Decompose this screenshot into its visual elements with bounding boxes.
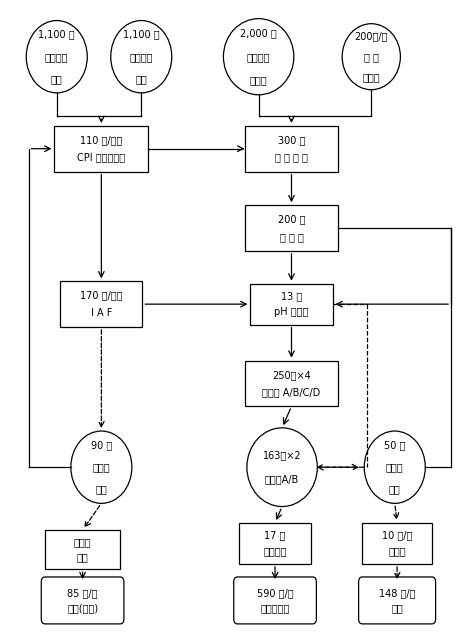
Text: 폐 수: 폐 수 <box>364 52 379 61</box>
Text: 200㎥/일: 200㎥/일 <box>354 31 388 41</box>
Text: 최종처리수: 최종처리수 <box>260 603 290 612</box>
Text: 590 ㎥/일: 590 ㎥/일 <box>257 588 294 598</box>
Text: 폐수탱크: 폐수탱크 <box>247 52 270 61</box>
Text: 110 ㎥/시간: 110 ㎥/시간 <box>80 135 123 145</box>
Text: CPI 오일분리기: CPI 오일분리기 <box>77 152 125 163</box>
Text: 유분: 유분 <box>51 74 63 84</box>
Text: 1,100 ㎥: 1,100 ㎥ <box>38 29 75 39</box>
Text: 농축조: 농축조 <box>93 462 110 472</box>
Text: 163㎥×2: 163㎥×2 <box>263 450 302 460</box>
Text: 처리수조: 처리수조 <box>263 546 287 556</box>
Text: 오니: 오니 <box>389 484 400 495</box>
Text: 스컴: 스컴 <box>76 552 88 562</box>
Text: 폐수탱크: 폐수탱크 <box>45 52 68 61</box>
Text: 50 ㎥: 50 ㎥ <box>384 440 406 450</box>
Text: 17 ㎥: 17 ㎥ <box>265 531 286 541</box>
Text: 13 ㎥: 13 ㎥ <box>281 291 302 301</box>
Text: 200 ㎥: 200 ㎥ <box>278 214 305 225</box>
Text: 170 ㎥/시간: 170 ㎥/시간 <box>80 291 123 300</box>
Text: 폐유(스컴): 폐유(스컴) <box>67 603 98 612</box>
Text: 유기성: 유기성 <box>362 72 380 82</box>
Text: 85 톤/년: 85 톤/년 <box>67 588 98 598</box>
Text: 90 ㎥: 90 ㎥ <box>91 440 112 450</box>
Text: 300 ㎥: 300 ㎥ <box>278 135 305 145</box>
Text: 유분: 유분 <box>135 74 147 84</box>
Text: 농축조: 농축조 <box>386 462 404 472</box>
Text: 스컴: 스컴 <box>95 484 107 495</box>
Text: 2,000 ㎥: 2,000 ㎥ <box>240 28 277 38</box>
Text: 전 균 등 조: 전 균 등 조 <box>275 152 308 163</box>
Text: pH 조정조: pH 조정조 <box>274 307 309 317</box>
Text: 탈수기: 탈수기 <box>388 546 406 556</box>
Text: 폐수탱크: 폐수탱크 <box>130 52 153 61</box>
Text: 오니: 오니 <box>391 603 403 612</box>
Text: 1,100 ㎥: 1,100 ㎥ <box>123 29 160 39</box>
Text: 폭기조 A/B/C/D: 폭기조 A/B/C/D <box>262 387 321 397</box>
Text: 회수기: 회수기 <box>74 537 91 547</box>
Text: 균 등 조: 균 등 조 <box>280 232 304 242</box>
Text: 침전조A/B: 침전조A/B <box>265 474 299 484</box>
Text: 250㎥×4: 250㎥×4 <box>272 370 311 380</box>
Text: I A F: I A F <box>91 308 112 318</box>
Text: 10 ㎥/시: 10 ㎥/시 <box>382 531 412 541</box>
Text: 148 톤/년: 148 톤/년 <box>379 588 415 598</box>
Text: 유기성: 유기성 <box>250 76 267 85</box>
